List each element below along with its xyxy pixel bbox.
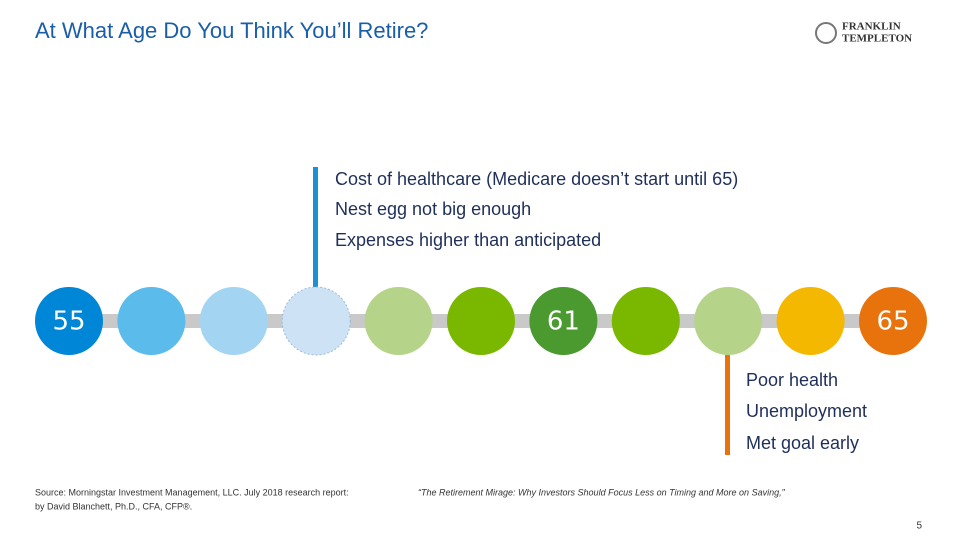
callout-bar [313,167,318,289]
age-label: 55 [52,307,85,337]
logo-icon [815,22,837,44]
title: At What Age Do You Think You’ll Retire? [35,18,428,43]
timeline-circle [117,287,186,355]
age-label: 65 [876,307,909,337]
timeline-circle [611,287,680,355]
reason: Poor health [746,370,838,390]
timeline-circle [447,287,515,355]
reason: Met goal early [746,433,859,453]
page-number: 5 [916,521,922,532]
timeline-circle [35,287,103,355]
report-title: “The Retirement Mirage: Why Investors Sh… [418,487,786,497]
timeline-circle [776,287,845,355]
author: by David Blanchett, Ph.D., CFA, CFP®. [35,501,192,511]
logo: FRANKLIN TEMPLETON [815,21,912,45]
source: Source: Morningstar Investment Managemen… [35,487,349,497]
timeline-circle [281,286,351,356]
callout-bar [725,355,730,455]
timeline-circle [859,287,927,355]
reason: Unemployment [746,401,867,421]
logo-text: FRANKLIN [842,21,901,33]
age-label: 61 [547,307,580,337]
timeline-circle [199,287,268,355]
reason: Cost of healthcare (Medicare doesn’t sta… [335,169,738,189]
reason: Nest egg not big enough [335,199,531,219]
logo-text: TEMPLETON [842,33,912,45]
timeline-circle [364,287,433,355]
timeline-circle [529,287,598,355]
reason: Expenses higher than anticipated [335,230,601,250]
timeline-circle [694,287,763,355]
